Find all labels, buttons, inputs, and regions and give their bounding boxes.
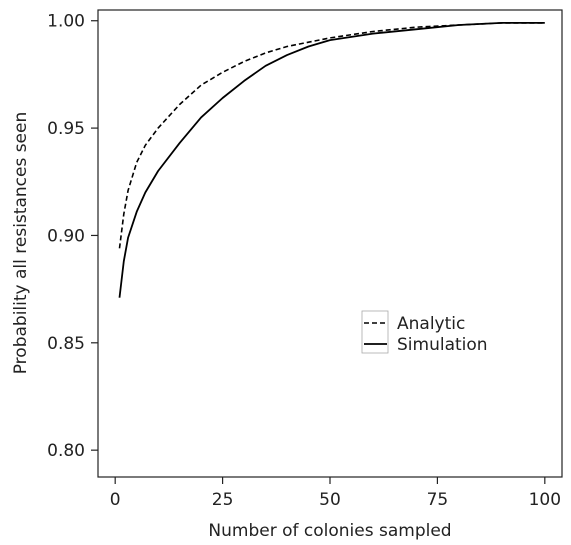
legend-box xyxy=(361,310,389,354)
legend-label-analytic: Analytic xyxy=(397,314,465,334)
y-axis-ticks: 0.80 0.85 0.90 0.95 1.00 xyxy=(47,12,98,461)
legend: Analytic Simulation xyxy=(361,310,488,355)
plot-frame xyxy=(97,9,563,478)
x-axis-title: Number of colonies sampled xyxy=(208,521,451,541)
y-tick-label: 0.95 xyxy=(47,119,85,139)
series-layer xyxy=(118,21,545,298)
x-tick-label: 75 xyxy=(427,490,449,510)
legend-label-simulation: Simulation xyxy=(397,335,488,355)
x-tick-label: 25 xyxy=(212,490,234,510)
x-tick-label: 0 xyxy=(110,490,121,510)
x-axis-ticks: 0 25 50 75 100 xyxy=(110,477,561,510)
x-tick-label: 100 xyxy=(529,490,561,510)
y-axis-title: Probability all resistances seen xyxy=(11,112,31,375)
series-line-analytic xyxy=(118,22,545,249)
y-tick-label: 1.00 xyxy=(47,12,85,32)
y-tick-label: 0.90 xyxy=(47,226,85,246)
series-line-simulation xyxy=(118,21,545,298)
x-tick-label: 50 xyxy=(319,490,341,510)
y-tick-label: 0.85 xyxy=(47,334,85,354)
y-tick-label: 0.80 xyxy=(47,441,85,461)
